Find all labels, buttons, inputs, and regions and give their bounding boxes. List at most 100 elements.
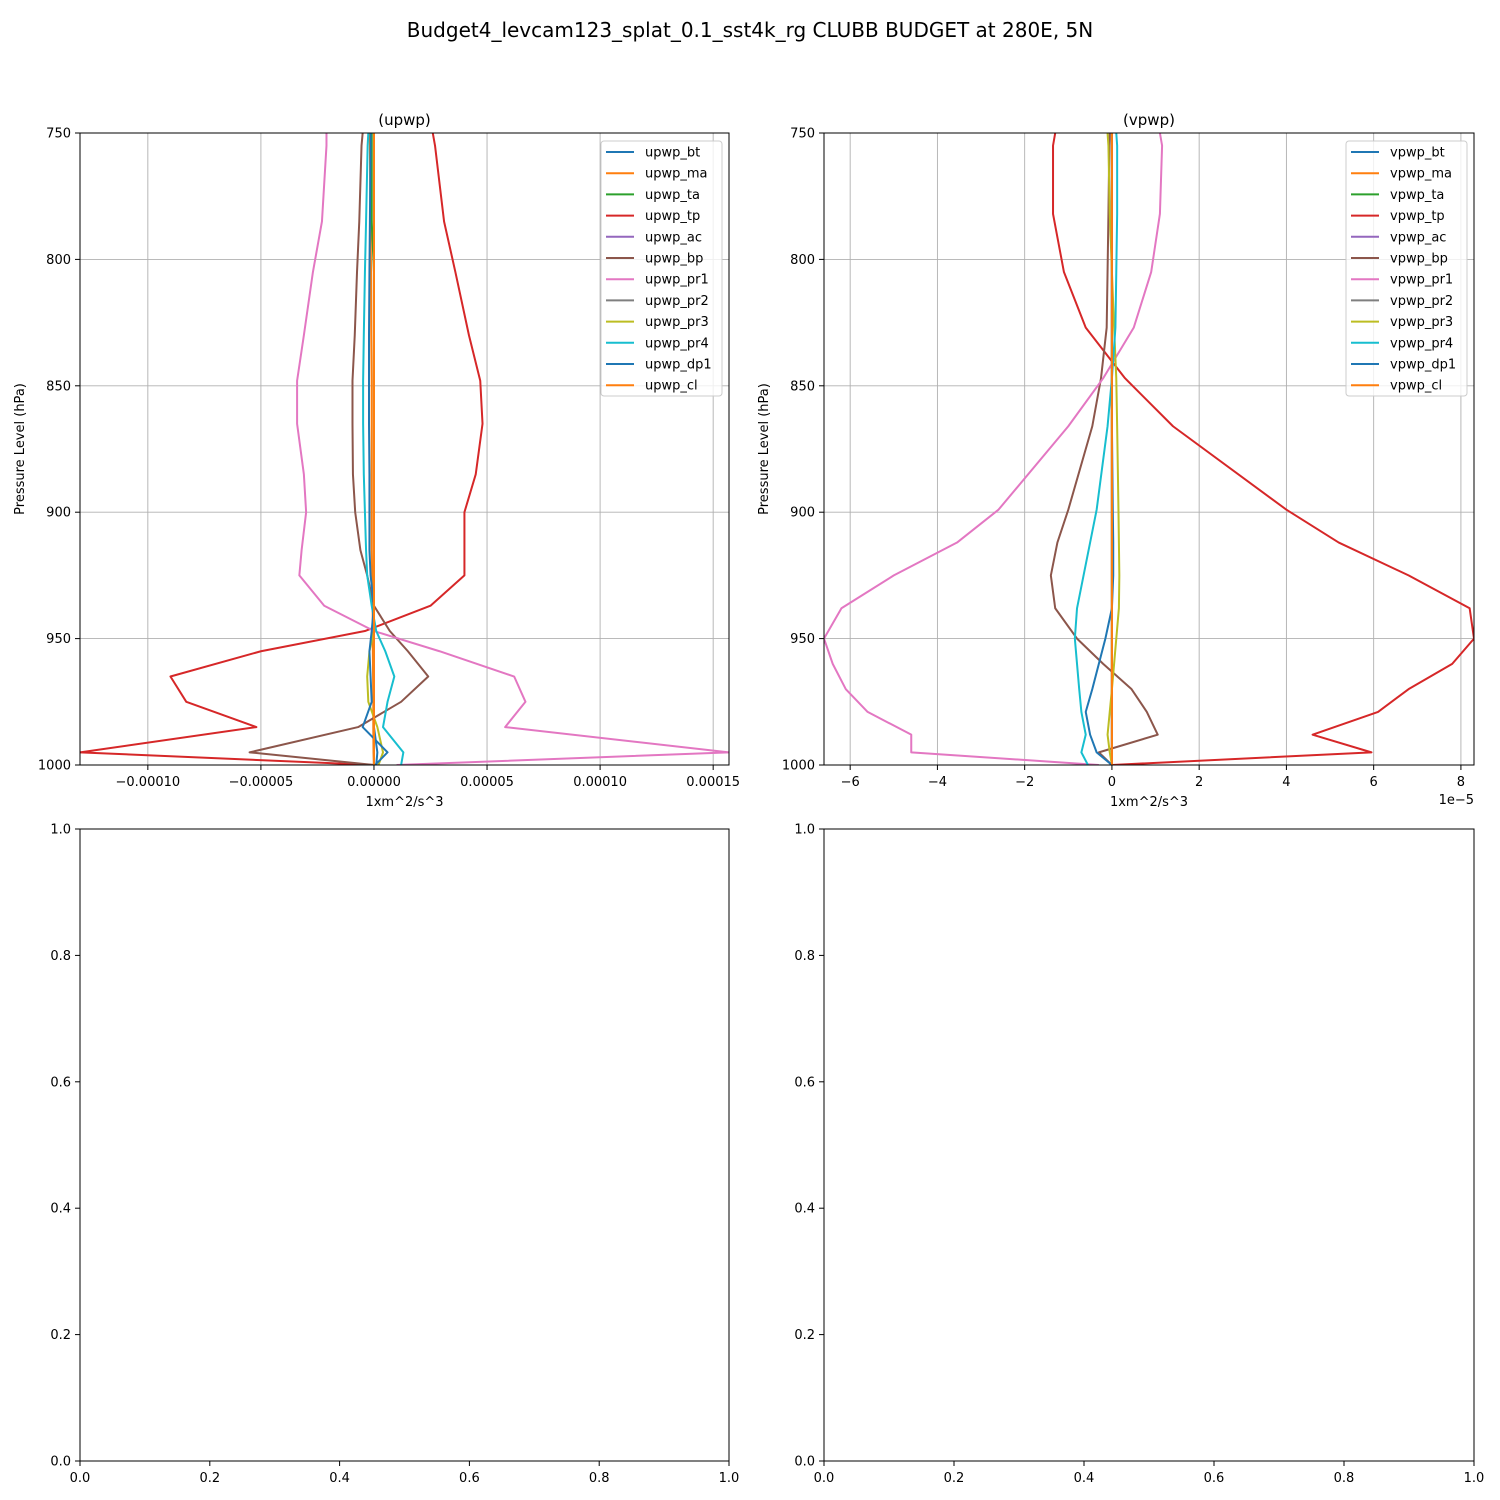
legend-entry: upwp_bp (645, 252, 703, 267)
legend-entry: vpwp_dp1 (1390, 358, 1456, 373)
y-axis-label: Pressure Level (hPa) (757, 383, 772, 515)
legend-entry: upwp_ta (645, 188, 700, 203)
y-tick-label: 1.0 (794, 823, 815, 838)
x-tick-label: 1.0 (1464, 1471, 1485, 1486)
figure-suptitle: Budget4_levcam123_splat_0.1_sst4k_rg CLU… (407, 18, 1093, 42)
series-line-upwp_tp (80, 133, 484, 765)
series-line-upwp_dp1 (361, 133, 389, 765)
x-tick-label: 0.00010 (573, 775, 627, 790)
x-offset-label: 1e−5 (1439, 793, 1474, 808)
series-line-vpwp_bp (1049, 133, 1159, 765)
series-line-vpwp_tp (1052, 133, 1474, 765)
y-tick-label: 0.2 (794, 1328, 815, 1343)
axes-title: (upwp) (378, 111, 431, 129)
legend-entry: vpwp_pr3 (1390, 315, 1453, 330)
x-tick-label: 1.0 (719, 1471, 740, 1486)
y-tick-label: 0.2 (50, 1328, 71, 1343)
legend-entry: vpwp_pr1 (1390, 273, 1453, 288)
series-group (80, 133, 729, 765)
legend-frame (1345, 140, 1468, 397)
legend-entry: vpwp_bt (1390, 146, 1445, 161)
x-tick-label: 4 (1282, 775, 1290, 790)
y-tick-label: 950 (46, 632, 71, 647)
y-tick-label: 1000 (38, 759, 71, 774)
legend-entry: vpwp_ac (1390, 230, 1446, 245)
legend-entry: upwp_bt (645, 146, 700, 161)
legend-entry: upwp_dp1 (645, 358, 712, 373)
legend-entry: vpwp_tp (1390, 209, 1445, 224)
subplot-2: −6 −4 −2 0 2 4 6 8 750 800 850 900 950 1000 (vpwp) 1xm^… (757, 111, 1475, 810)
y-tick-label: 900 (46, 506, 71, 521)
y-tick-label: 850 (790, 379, 815, 394)
axes-title: (vpwp) (1123, 111, 1175, 129)
series-line-upwp_pr4 (362, 133, 405, 765)
x-tick-label: 0.4 (329, 1471, 350, 1486)
y-tick-label: 750 (46, 127, 71, 142)
x-axis-label: 1xm^2/s^3 (1110, 795, 1188, 810)
legend: vpwp_bt vpwp_ma vpwp_ta vpwp_tp vpwp_ac vpwp_… (1345, 140, 1468, 397)
legend-frame (600, 140, 723, 397)
subplot-4: 0.0 0.2 0.4 0.6 0.8 1.0 0.0 0.2 0.4 0.6 0.8 1.0 (794, 823, 1484, 1487)
y-tick-label: 750 (790, 127, 815, 142)
series-line-vpwp_pr1 (824, 133, 1164, 765)
x-tick-label: 0.2 (199, 1471, 220, 1486)
y-tick-label: 0.0 (794, 1455, 815, 1470)
series-group (824, 133, 1474, 765)
legend-entry: vpwp_ma (1390, 167, 1452, 182)
subplot-3: 0.0 0.2 0.4 0.6 0.8 1.0 0.0 0.2 0.4 0.6 0.8 1.0 (50, 823, 739, 1487)
legend-entry: upwp_cl (645, 379, 698, 394)
y-tick-label: 800 (790, 253, 815, 268)
legend-entry: upwp_ac (645, 230, 702, 245)
legend-entry: upwp_pr1 (645, 273, 709, 288)
legend-entry: vpwp_bp (1390, 252, 1448, 267)
y-tick-label: 0.4 (50, 1202, 71, 1217)
x-tick-label: 0.2 (944, 1471, 965, 1486)
x-tick-label: 0.6 (1204, 1471, 1225, 1486)
y-tick-label: 900 (790, 506, 815, 521)
x-tick-label: 0.0 (70, 1471, 91, 1486)
legend-entry: upwp_ma (645, 167, 708, 182)
axes-frame (79, 828, 730, 1462)
y-tick-label: 950 (790, 632, 815, 647)
series-line-vpwp_pr4 (1073, 133, 1119, 765)
y-tick-label: 0.6 (794, 1075, 815, 1090)
x-tick-label: 0.4 (1074, 1471, 1095, 1486)
x-tick-label: 0.00000 (347, 775, 401, 790)
legend-entry: upwp_tp (645, 209, 700, 224)
axes-frame (823, 828, 1475, 1462)
subplot-grid: −0.00010 −0.00005 0.00000 0.00005 0.00010 0.0… (13, 111, 1484, 1486)
x-tick-label: 8 (1457, 775, 1465, 790)
x-axis-label: 1xm^2/s^3 (365, 795, 443, 810)
x-tick-label: −0.00010 (116, 775, 181, 790)
legend-entry: upwp_pr3 (645, 315, 709, 330)
series-line-upwp_bp (248, 133, 430, 765)
legend-entry: vpwp_cl (1390, 379, 1442, 394)
x-tick-label: 6 (1370, 775, 1378, 790)
x-tick-label: 0.6 (459, 1471, 480, 1486)
x-tick-label: 0.00005 (460, 775, 514, 790)
x-tick-label: 0.8 (1334, 1471, 1355, 1486)
series-line-upwp_pr1 (296, 133, 729, 765)
axes-frame (823, 132, 1475, 766)
axes-frame (79, 132, 730, 766)
x-tick-label: −2 (1015, 775, 1034, 790)
y-tick-label: 0.4 (794, 1202, 815, 1217)
legend-entry: upwp_pr2 (645, 294, 709, 309)
legend-entry: upwp_pr4 (645, 336, 709, 351)
legend: upwp_bt upwp_ma upwp_ta upwp_tp upwp_ac upwp_… (600, 140, 723, 397)
x-tick-label: −0.00005 (229, 775, 294, 790)
y-tick-label: 0.8 (50, 949, 71, 964)
y-tick-label: 850 (46, 379, 71, 394)
x-tick-label: 0.00015 (686, 775, 740, 790)
y-tick-label: 1000 (782, 759, 815, 774)
x-tick-label: −4 (928, 775, 947, 790)
legend-entry: vpwp_pr2 (1390, 294, 1453, 309)
y-tick-label: 0.0 (50, 1455, 71, 1470)
y-tick-label: 0.8 (794, 949, 815, 964)
y-axis-label: Pressure Level (hPa) (13, 383, 28, 515)
legend-entry: vpwp_pr4 (1390, 336, 1453, 351)
legend-entry: vpwp_ta (1390, 188, 1444, 203)
y-tick-label: 800 (46, 253, 71, 268)
